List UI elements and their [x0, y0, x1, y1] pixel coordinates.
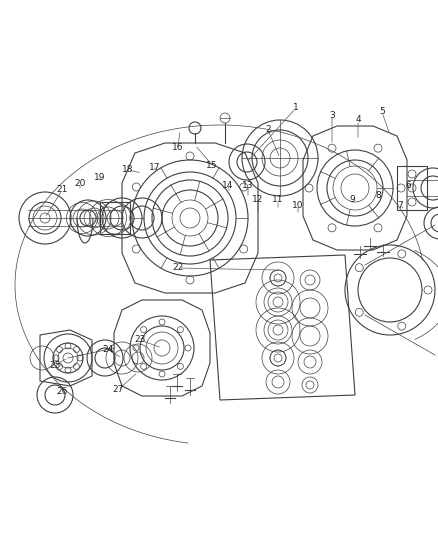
Text: 2: 2 [265, 125, 271, 134]
Text: 9: 9 [349, 196, 355, 205]
Text: 8: 8 [375, 190, 381, 199]
Text: 7: 7 [397, 200, 403, 209]
Text: 23: 23 [134, 335, 146, 344]
Text: 10: 10 [292, 200, 304, 209]
Bar [100, 202, 130, 234]
Text: 6: 6 [405, 181, 411, 190]
Text: 3: 3 [329, 110, 335, 119]
Text: 25: 25 [49, 360, 61, 369]
Text: 24: 24 [102, 345, 113, 354]
Bar [397, 166, 427, 210]
Text: 22: 22 [173, 263, 184, 272]
Text: 4: 4 [355, 116, 361, 125]
Text: 11: 11 [272, 196, 284, 205]
Text: 16: 16 [172, 143, 184, 152]
Text: 5: 5 [379, 108, 385, 117]
Text: 27: 27 [112, 385, 124, 394]
Text: 1: 1 [293, 103, 299, 112]
Text: 13: 13 [242, 181, 254, 190]
Text: 14: 14 [223, 181, 234, 190]
Text: 17: 17 [149, 164, 161, 173]
Text: 18: 18 [122, 166, 134, 174]
Text: 15: 15 [206, 160, 218, 169]
Text: 21: 21 [57, 185, 68, 195]
Text: 26: 26 [57, 387, 68, 397]
Text: 19: 19 [94, 174, 106, 182]
Text: 12: 12 [252, 196, 264, 205]
Text: 20: 20 [74, 179, 86, 188]
